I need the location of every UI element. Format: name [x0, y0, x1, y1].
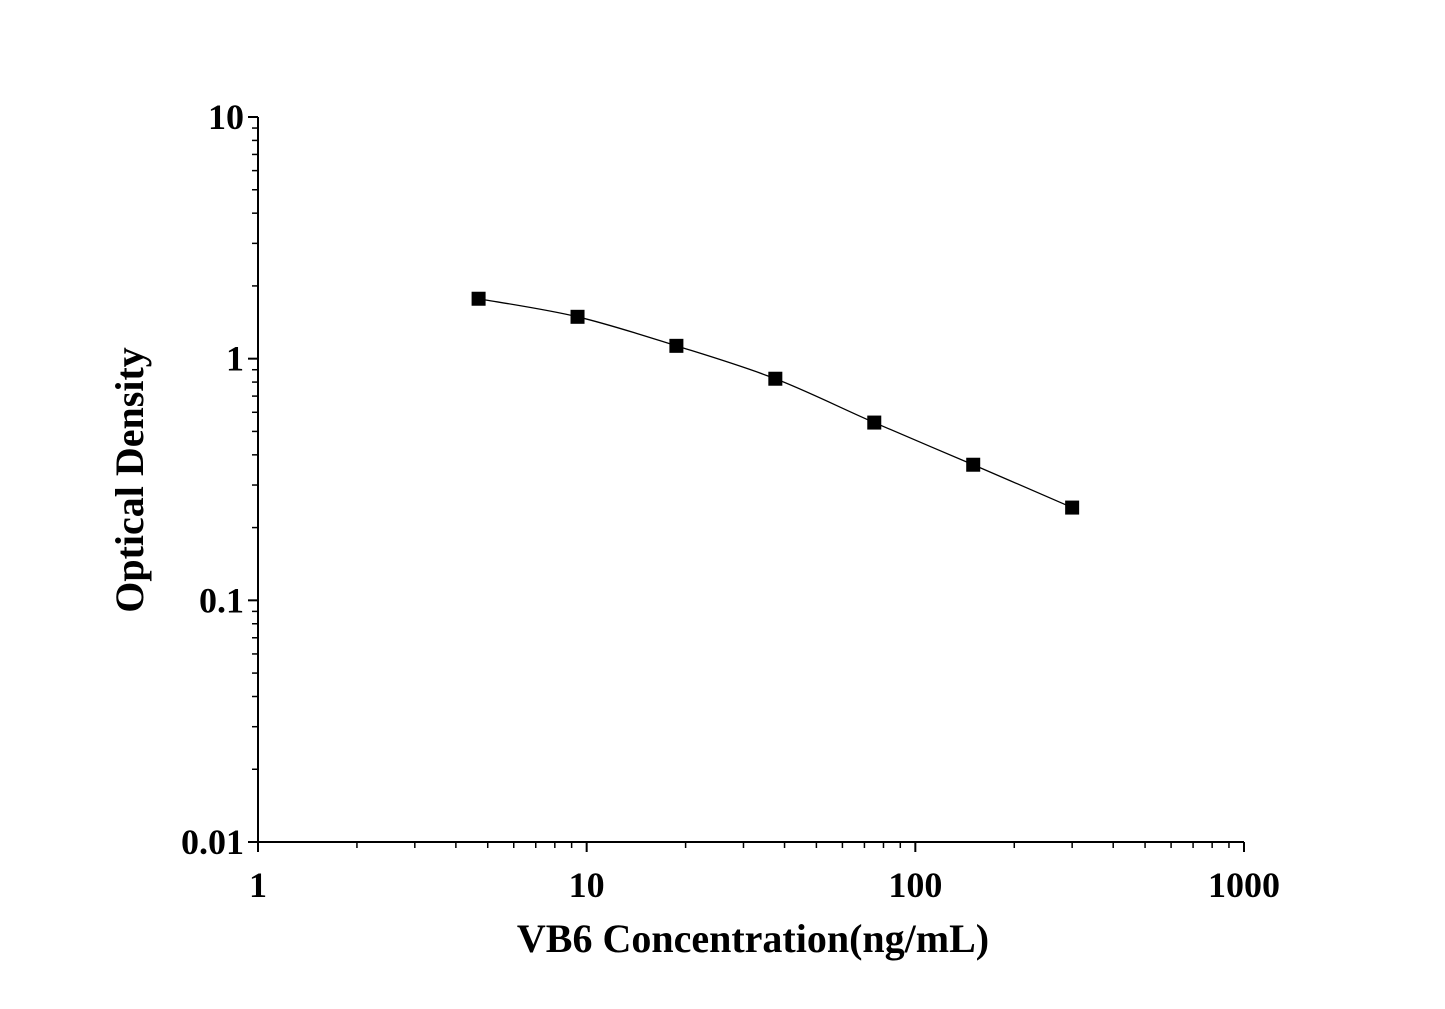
data-point — [1065, 500, 1080, 515]
y-tick-label: 0.1 — [199, 580, 244, 620]
axes — [257, 117, 1244, 843]
x-tick-label: 1 — [249, 865, 267, 905]
tick-labels: 1 10 100 1000 0.01 0.1 1 10 — [181, 97, 1280, 905]
y-tick-label: 0.01 — [181, 822, 244, 862]
x-tick-label: 100 — [888, 865, 942, 905]
data-point — [867, 415, 882, 430]
ticks — [248, 116, 1245, 852]
data-point — [471, 291, 486, 306]
x-tick-label: 10 — [569, 865, 605, 905]
markers — [471, 291, 1080, 515]
y-tick-label: 10 — [208, 97, 244, 137]
fit-curve — [478, 298, 1073, 509]
y-tick-label: 1 — [226, 339, 244, 379]
y-axis-label: Optical Density — [107, 347, 152, 613]
data-point — [570, 309, 585, 324]
x-axis-label: VB6 Concentration(ng/mL) — [517, 916, 989, 961]
x-tick-label: 1000 — [1208, 865, 1280, 905]
data-point — [966, 457, 981, 472]
data-point — [768, 371, 783, 386]
data-point — [669, 338, 684, 353]
